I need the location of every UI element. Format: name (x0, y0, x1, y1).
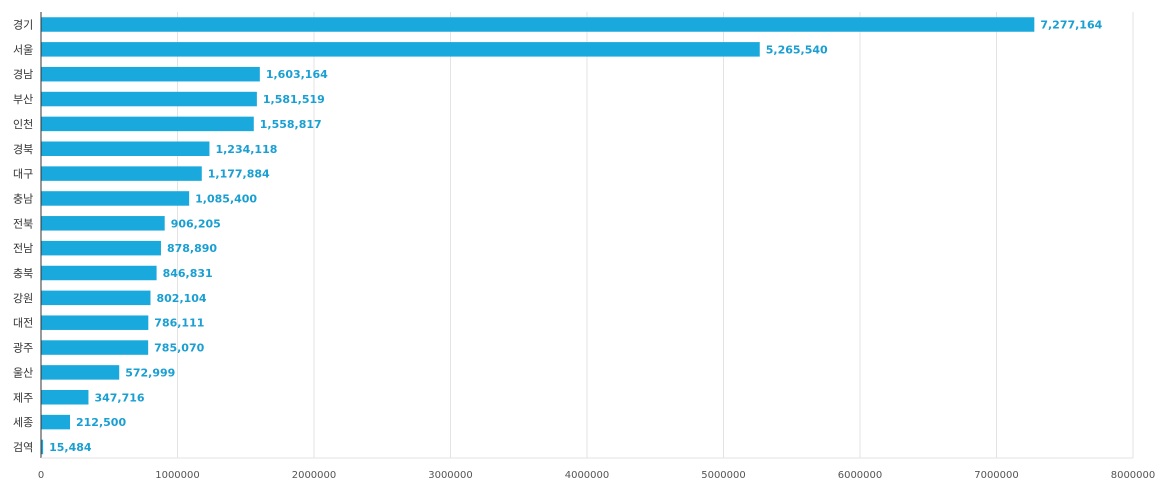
bar (41, 191, 190, 206)
x-tick-label: 3000000 (428, 470, 473, 481)
bar (41, 240, 161, 256)
data-label: 572,999 (125, 366, 175, 379)
category-label: 충남 (13, 192, 33, 205)
data-label: 906,205 (171, 217, 221, 230)
bar (41, 340, 149, 355)
bar (41, 141, 210, 156)
label-layer: 경기 7,277,164 서울 5,265,540 경남 1,603,164 부산 1,581… (13, 19, 1103, 454)
x-tick-label: 1000000 (155, 470, 200, 481)
category-label: 서울 (13, 43, 33, 56)
category-label: 울산 (13, 366, 33, 379)
bar (41, 166, 202, 181)
data-label: 1,581,519 (263, 93, 325, 106)
category-label: 제주 (13, 391, 33, 404)
x-tick-label: 7000000 (974, 470, 1019, 481)
category-label: 전북 (13, 217, 33, 230)
data-label: 15,484 (49, 441, 92, 454)
bar (41, 414, 71, 430)
bar (41, 17, 1035, 32)
data-label: 786,111 (154, 317, 204, 330)
data-label: 5,265,540 (766, 43, 828, 56)
category-label: 경기 (13, 19, 33, 32)
grid-layer (177, 12, 1134, 458)
data-label: 347,716 (94, 391, 144, 404)
data-label: 785,070 (154, 342, 204, 355)
x-tick-label: 0 (38, 470, 44, 481)
category-label: 경남 (13, 68, 33, 81)
x-tick-label: 2000000 (292, 470, 337, 481)
bar (41, 315, 149, 330)
data-label: 1,234,118 (215, 143, 277, 156)
category-label: 검역 (13, 441, 33, 454)
data-label: 802,104 (156, 292, 206, 305)
category-label: 전남 (13, 242, 33, 255)
bar (41, 290, 151, 306)
data-label: 1,558,817 (260, 118, 322, 131)
bar (41, 390, 89, 405)
category-label: 대전 (13, 317, 33, 330)
bar-layer (41, 17, 1035, 455)
category-label: 세종 (13, 416, 33, 429)
bar (41, 365, 120, 380)
data-label: 846,831 (163, 267, 213, 280)
bar (41, 439, 44, 455)
bar (41, 66, 260, 82)
category-label: 충북 (13, 267, 33, 280)
category-label: 강원 (13, 292, 33, 305)
category-label: 대구 (13, 168, 33, 181)
x-tick-label: 6000000 (838, 470, 883, 481)
category-label: 인천 (13, 117, 33, 131)
category-label: 부산 (13, 93, 33, 106)
bar (41, 116, 254, 132)
data-label: 878,890 (167, 242, 217, 255)
data-label: 1,177,884 (208, 168, 270, 181)
x-tick-label: 5000000 (701, 470, 746, 481)
data-label: 7,277,164 (1040, 19, 1102, 32)
data-label: 1,085,400 (195, 192, 257, 205)
bar (41, 265, 157, 281)
category-label: 경북 (13, 143, 33, 156)
category-label: 광주 (13, 342, 33, 355)
axis-layer: 0 1000000 2000000 3000000 4000000 5000000 6000… (38, 12, 1155, 481)
x-tick-label: 4000000 (565, 470, 610, 481)
bar (41, 91, 257, 107)
bar (41, 216, 165, 231)
bar (41, 42, 760, 57)
data-label: 1,603,164 (266, 68, 328, 81)
data-label: 212,500 (76, 416, 126, 429)
x-tick-label: 8000000 (1111, 470, 1155, 481)
